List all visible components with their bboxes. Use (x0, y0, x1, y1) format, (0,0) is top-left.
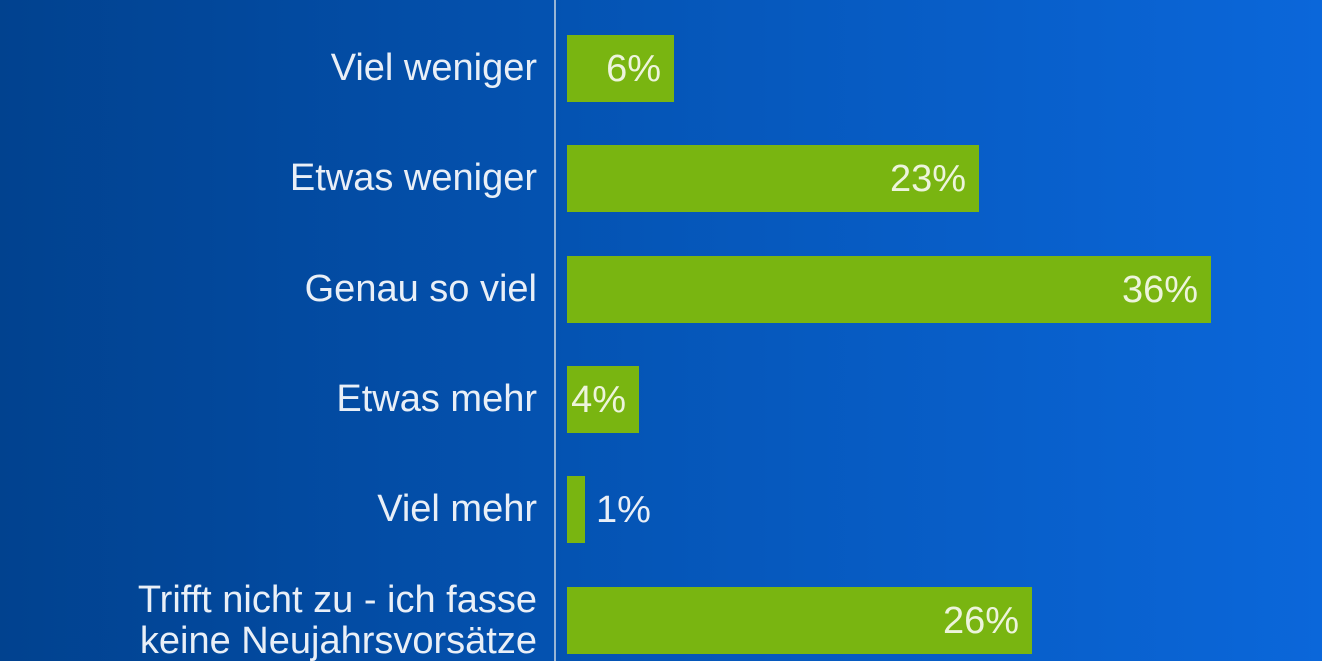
bar-row: Genau so viel 36% (0, 256, 1322, 323)
category-label: Etwas weniger (289, 157, 537, 199)
value-label: 6% (606, 47, 661, 90)
bar-row: Etwas mehr 4% (0, 366, 1322, 433)
bar: 26% (567, 587, 1032, 654)
category-label: Etwas mehr (336, 378, 537, 420)
bar-row: Viel weniger 6% (0, 35, 1322, 102)
bar (567, 476, 585, 543)
category-label: Viel mehr (377, 488, 537, 530)
bar: 6% (567, 35, 674, 102)
bar-row: Etwas weniger 23% (0, 145, 1322, 212)
category-label: Viel weniger (330, 47, 537, 89)
value-label: 23% (889, 157, 966, 200)
bar-row: Trifft nicht zu - ich fasse keine Neujah… (0, 579, 1322, 661)
bar-row: Viel mehr 1% (0, 476, 1322, 543)
value-label: 36% (1121, 268, 1198, 311)
bar: 4% (567, 366, 639, 433)
category-label: Trifft nicht zu - ich fasse keine Neujah… (137, 578, 537, 661)
value-label: 4% (571, 378, 626, 421)
axis-baseline (554, 0, 556, 661)
value-label: 26% (942, 599, 1019, 642)
bar: 36% (567, 256, 1211, 323)
value-label: 1% (596, 488, 651, 531)
bar: 23% (567, 145, 979, 212)
category-label: Genau so viel (304, 268, 537, 310)
